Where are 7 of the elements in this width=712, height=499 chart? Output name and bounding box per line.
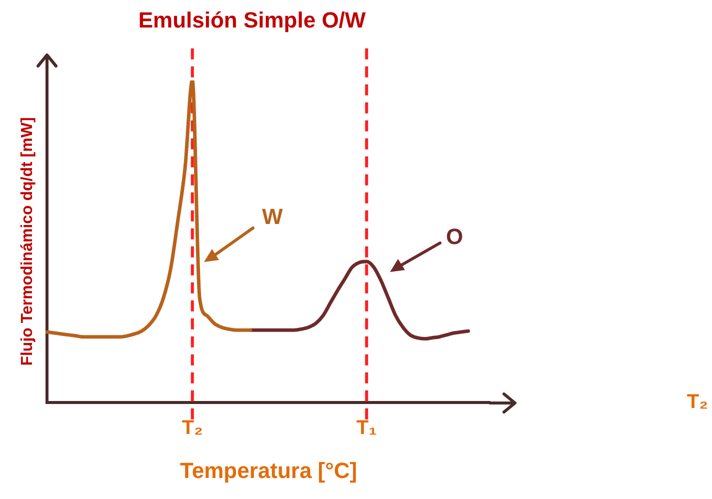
chart-title: Emulsión Simple O/W	[138, 7, 366, 32]
text: T₂	[686, 390, 708, 414]
y-axis-title: Flujo Termodinámico dq/dt [mW]	[19, 117, 36, 366]
annotation: W	[262, 204, 283, 230]
x-axis-title: Temperatura [°C]	[180, 458, 358, 483]
annotation: O	[446, 224, 464, 250]
x-tick-label: T₁	[356, 417, 377, 440]
